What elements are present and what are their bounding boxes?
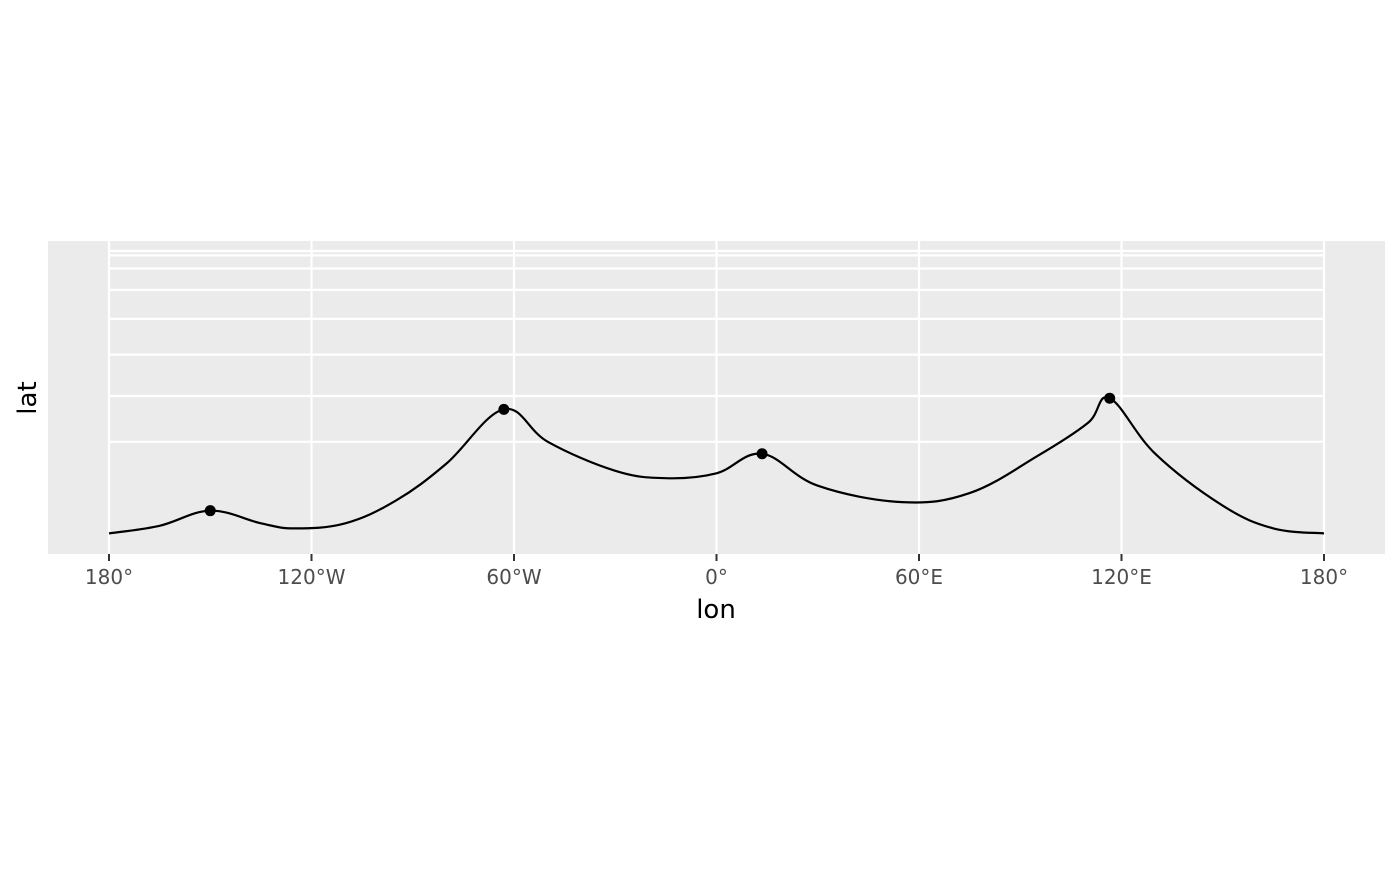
data-point [1104, 392, 1116, 404]
route-line [108, 396, 1325, 535]
y-axis-title: lat [13, 381, 43, 414]
grid [107, 241, 1326, 554]
x-tick-label: 60°E [895, 565, 943, 589]
data-point [498, 403, 510, 415]
x-tick-label: 180° [1300, 565, 1348, 589]
x-axis: 180° 120°W 60°W 0° 60°E 120°E 180° [85, 554, 1348, 589]
x-tick-label: 180° [85, 565, 133, 589]
x-axis-title: lon [696, 595, 736, 625]
x-tick-label: 0° [705, 565, 728, 589]
x-tick-label: 120°E [1091, 565, 1152, 589]
data-point [756, 448, 768, 460]
data-point [204, 505, 216, 517]
data-layer [108, 392, 1325, 535]
x-tick-label: 120°W [278, 565, 346, 589]
x-tick-label: 60°W [486, 565, 541, 589]
